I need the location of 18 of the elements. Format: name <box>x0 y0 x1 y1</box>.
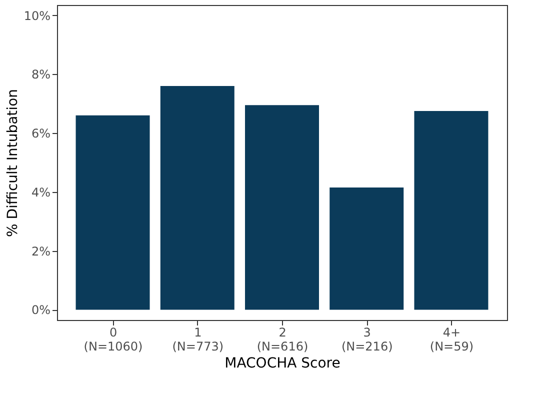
y-tick-label: 4% <box>31 185 50 200</box>
y-tick-label: 0% <box>31 303 50 318</box>
x-tick-label: 1 (N=773) <box>172 326 224 354</box>
bar <box>414 110 488 310</box>
x-tick-label: 4+ (N=59) <box>430 326 474 354</box>
y-tick-label: 8% <box>31 68 50 82</box>
bar <box>76 115 150 310</box>
y-tick-label: 10% <box>24 8 50 23</box>
bar <box>245 105 319 310</box>
y-tick-label: 2% <box>31 244 50 258</box>
bar <box>330 188 404 310</box>
bar <box>160 86 234 310</box>
y-tick-label: 6% <box>31 126 50 141</box>
y-axis-title: % Difficult Intubation <box>4 88 21 238</box>
x-axis-title: MACOCHA Score <box>224 356 340 372</box>
x-tick-label: 0 (N=1060) <box>84 326 143 354</box>
x-tick-label: 2 (N=616) <box>256 326 308 354</box>
x-tick-label: 3 (N=216) <box>341 326 393 354</box>
